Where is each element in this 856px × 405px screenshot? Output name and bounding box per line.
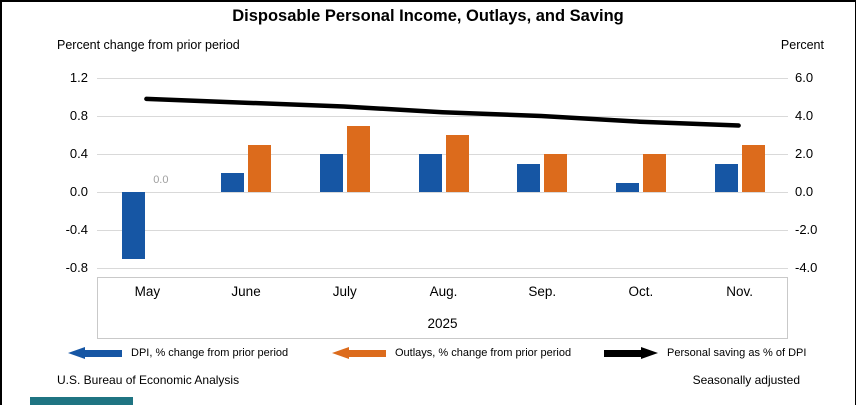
legend-label-saving: Personal saving as % of DPI bbox=[667, 347, 807, 359]
left-arrow-icon bbox=[68, 347, 122, 359]
right-tick-6.0: 6.0 bbox=[795, 70, 814, 85]
legend-label-outlays: Outlays, % change from prior period bbox=[395, 347, 572, 359]
bar-dpi-Oct. bbox=[615, 182, 639, 192]
x-axis-year-label: 2025 bbox=[427, 316, 458, 331]
bar-dpi-Nov. bbox=[714, 163, 738, 192]
source-attribution: U.S. Bureau of Economic Analysis bbox=[57, 373, 240, 387]
chart-title: Disposable Personal Income, Outlays, and… bbox=[232, 7, 624, 25]
legend-label-dpi: DPI, % change from prior period bbox=[131, 347, 289, 359]
left-axis-caption: Percent change from prior period bbox=[57, 38, 240, 52]
bar-dpi-July bbox=[319, 154, 343, 192]
left-tick--0.8: -0.8 bbox=[65, 260, 88, 275]
left-tick-0.4: 0.4 bbox=[69, 146, 88, 161]
bar-dpi-June bbox=[221, 173, 245, 192]
gridline bbox=[97, 267, 788, 269]
x-label-Aug.: Aug. bbox=[429, 284, 458, 299]
x-label-Nov.: Nov. bbox=[726, 284, 754, 299]
bar-outlays-Oct. bbox=[642, 154, 666, 192]
bar-outlays-June bbox=[248, 144, 272, 192]
left-tick--0.4: -0.4 bbox=[65, 222, 88, 237]
legend: DPI, % change from prior period Outlays,… bbox=[0, 343, 856, 363]
right-tick-4.0: 4.0 bbox=[795, 108, 814, 123]
right-arrow-icon bbox=[604, 347, 658, 359]
x-axis-box: May June July Aug. Sep. Oct. Nov. 2025 bbox=[97, 277, 788, 339]
x-label-June: June bbox=[231, 284, 261, 299]
x-label-July: July bbox=[332, 284, 357, 299]
left-tick-0.8: 0.8 bbox=[69, 108, 88, 123]
legend-item-outlays: Outlays, % change from prior period bbox=[332, 343, 571, 363]
data-label-May-0.0: 0.0 bbox=[153, 174, 169, 186]
right-axis-caption: Percent bbox=[780, 38, 824, 52]
gridline bbox=[97, 115, 788, 117]
bar-outlays-July bbox=[346, 125, 370, 192]
legend-item-dpi: DPI, % change from prior period bbox=[68, 343, 288, 363]
left-arrow-icon bbox=[332, 347, 386, 359]
bar-outlays-Aug. bbox=[445, 135, 469, 192]
gridline bbox=[97, 153, 788, 155]
bar-outlays-Sep. bbox=[544, 154, 568, 192]
gridline bbox=[97, 229, 788, 231]
bar-dpi-May bbox=[122, 192, 146, 259]
right-tick--2.0: -2.0 bbox=[795, 222, 818, 237]
x-label-Oct.: Oct. bbox=[628, 284, 654, 299]
right-tick-2.0: 2.0 bbox=[795, 146, 814, 161]
bar-dpi-Sep. bbox=[517, 163, 541, 192]
right-tick-0.0: 0.0 bbox=[795, 184, 814, 199]
gridline bbox=[97, 191, 788, 193]
plot-area: 0.0 bbox=[97, 77, 788, 269]
left-tick-1.2: 1.2 bbox=[69, 70, 88, 85]
frame-border-top bbox=[0, 0, 856, 2]
frame-border-left bbox=[0, 0, 2, 405]
saving-line bbox=[144, 96, 741, 128]
left-tick-0.0: 0.0 bbox=[69, 184, 88, 199]
bar-outlays-Nov. bbox=[741, 144, 765, 192]
adjustment-note: Seasonally adjusted bbox=[692, 373, 800, 387]
x-label-May: May bbox=[134, 284, 161, 299]
x-label-Sep.: Sep. bbox=[528, 284, 557, 299]
bar-dpi-Aug. bbox=[418, 154, 442, 192]
right-tick--4.0: -4.0 bbox=[795, 260, 818, 275]
gridline bbox=[97, 77, 788, 79]
bottom-teal-bar bbox=[30, 397, 133, 405]
legend-item-saving: Personal saving as % of DPI bbox=[604, 343, 806, 363]
